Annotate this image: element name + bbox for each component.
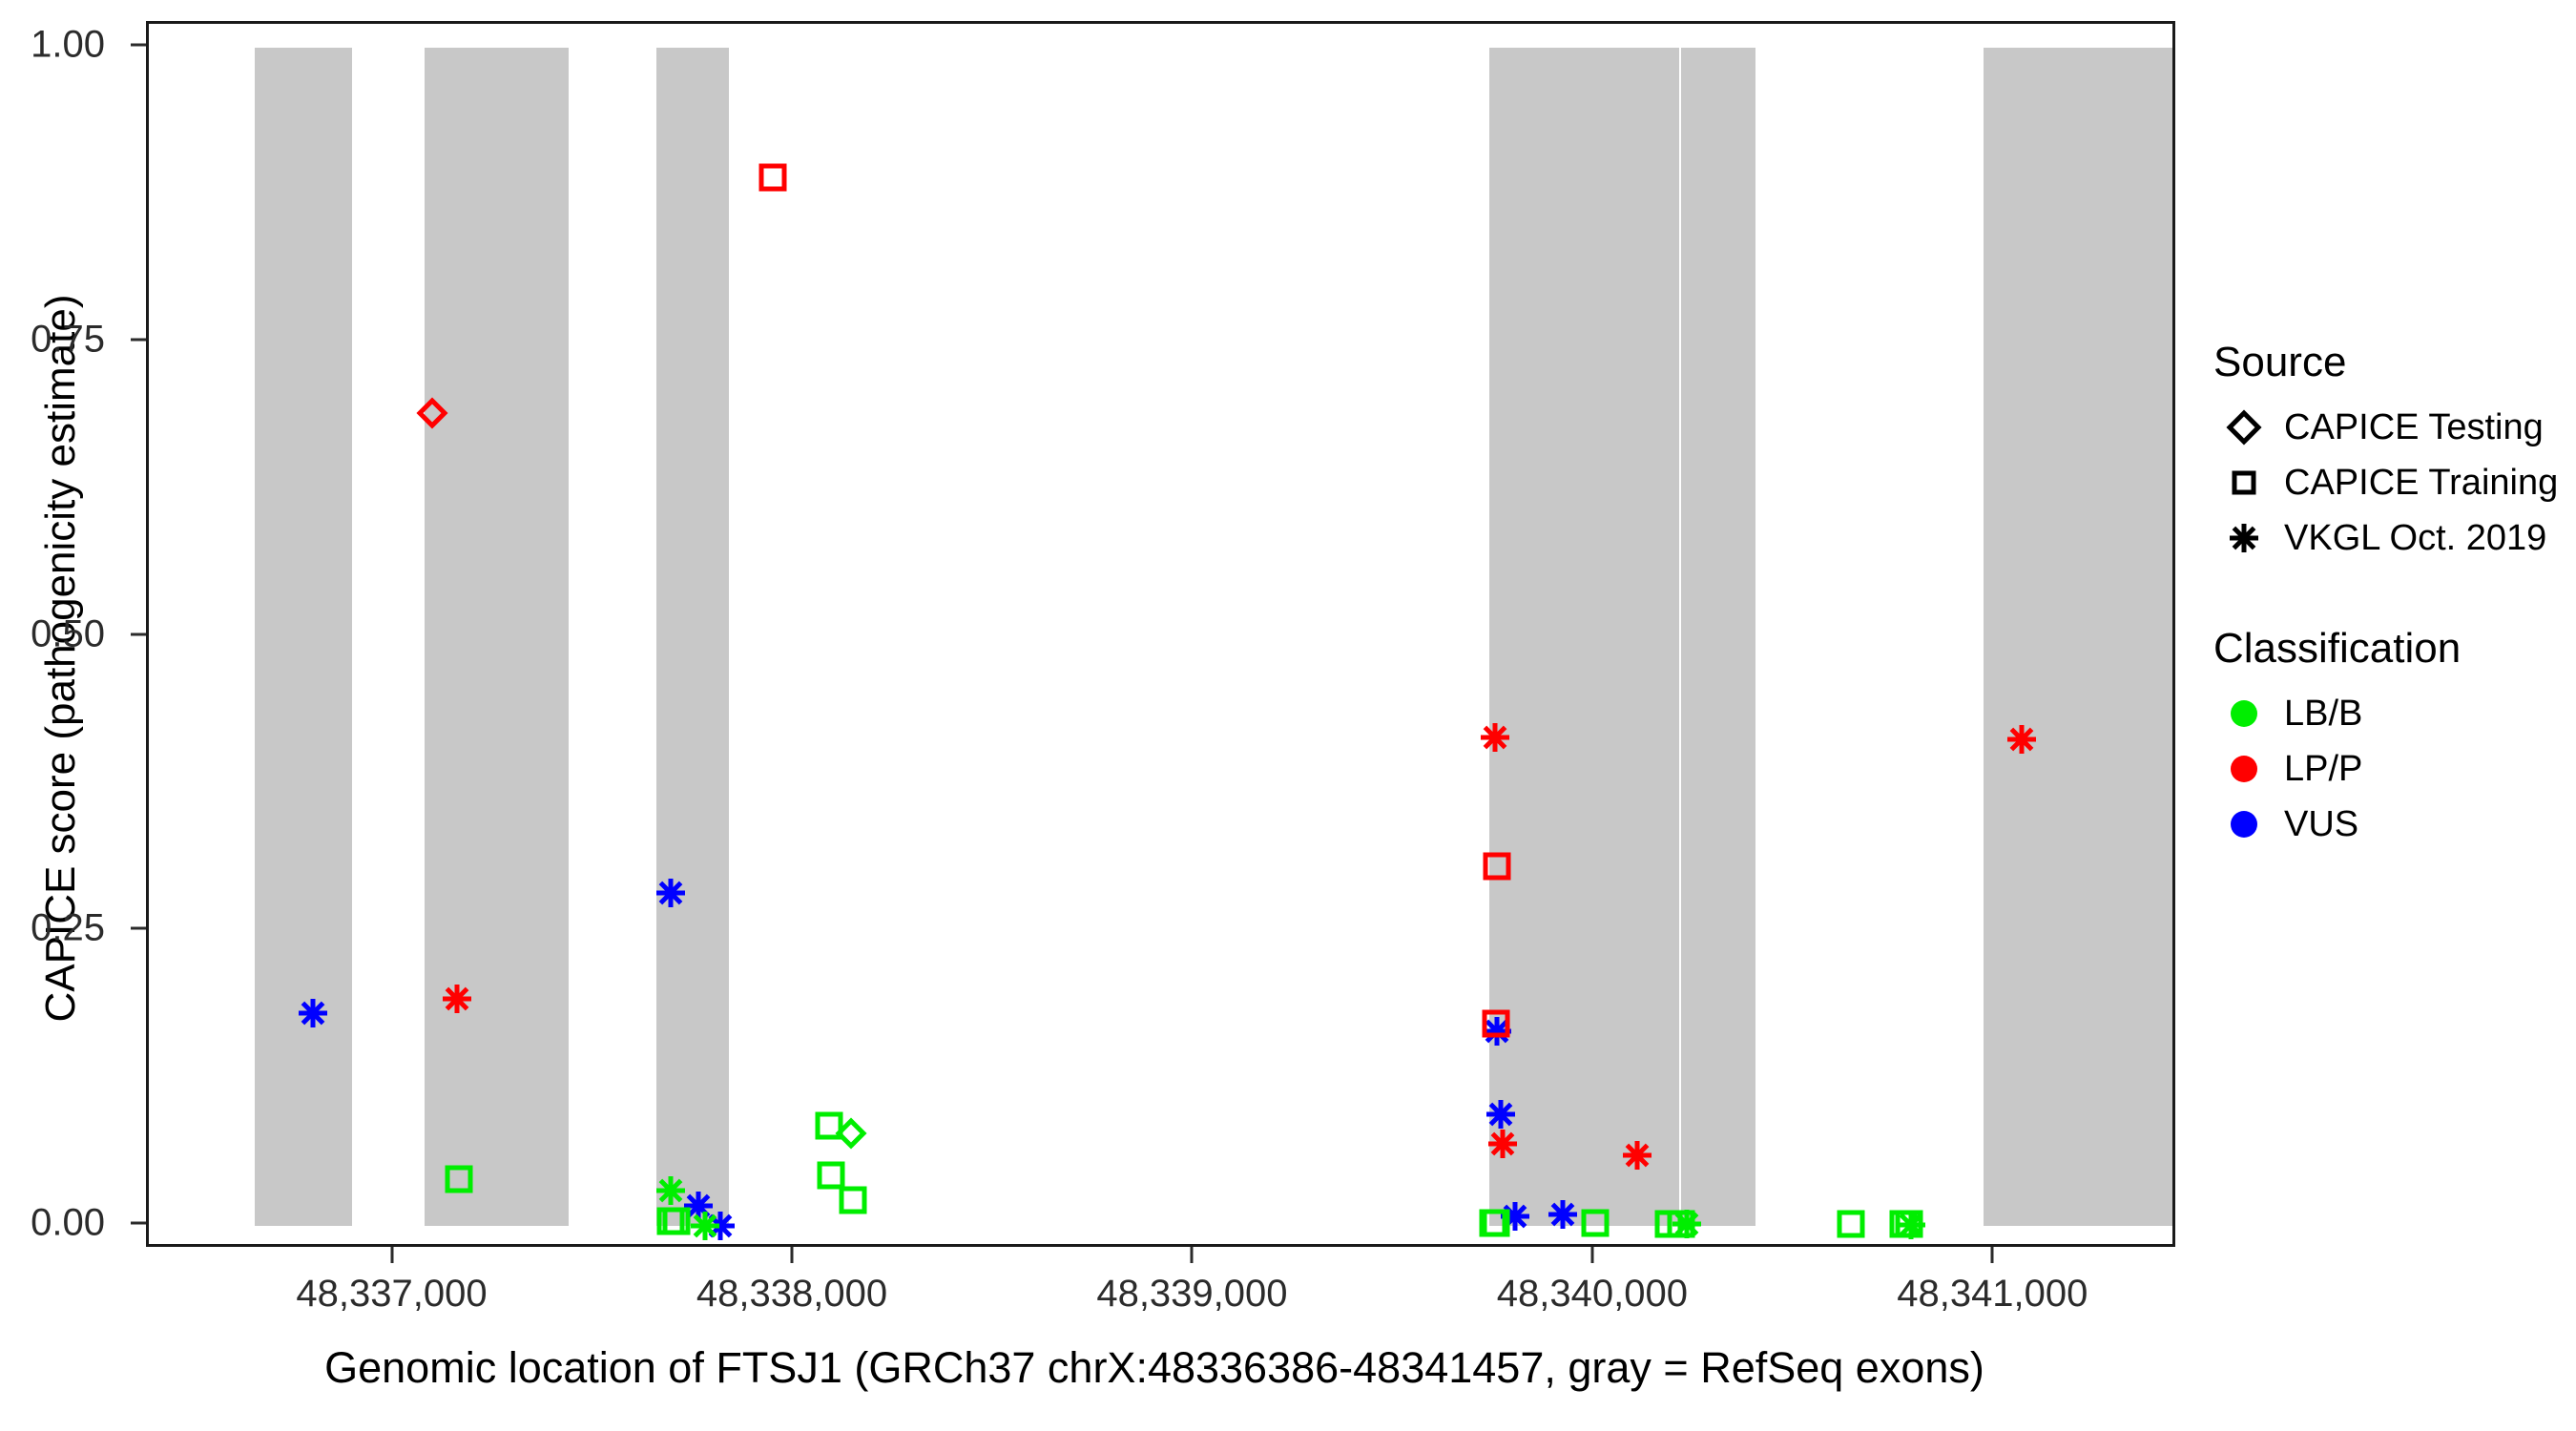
legend-item-source[interactable]: VKGL Oct. 2019 — [2213, 510, 2566, 566]
exon-band — [656, 47, 729, 1227]
y-tick-mark — [131, 633, 146, 635]
legend-label: CAPICE Testing — [2284, 406, 2544, 447]
legend-group-classification: LB/B LP/P VUS — [2213, 686, 2566, 852]
color-dot-icon — [2213, 797, 2275, 852]
plot-area — [149, 24, 2172, 1244]
legend-item-source[interactable]: CAPICE Testing — [2213, 400, 2566, 455]
exon-band — [1983, 47, 2172, 1227]
data-point — [1889, 1210, 1918, 1238]
exon-band — [424, 47, 569, 1227]
data-point — [817, 1161, 845, 1190]
x-tick-mark — [1990, 1247, 1994, 1263]
data-point — [815, 1111, 843, 1140]
y-axis-title: CAPICE score (pathogenicity estimate) — [37, 294, 84, 1023]
color-dot-icon — [2213, 686, 2275, 741]
x-tick-label: 48,339,000 — [1096, 1273, 1288, 1315]
legend: Source CAPICE Testing CAPICE Training VKGL… — [2213, 339, 2566, 852]
legend-item-source[interactable]: CAPICE Training — [2213, 455, 2566, 510]
legend-item-classification[interactable]: LB/B — [2213, 686, 2566, 741]
y-tick-label: 0.75 — [31, 318, 105, 361]
legend-label: LP/P — [2284, 748, 2363, 789]
legend-label: CAPICE Training — [2284, 462, 2559, 503]
plot-panel — [146, 21, 2175, 1247]
x-tick-mark — [1190, 1247, 1194, 1263]
y-tick-label: 1.00 — [31, 23, 105, 66]
x-tick-mark — [390, 1247, 394, 1263]
y-tick-mark — [131, 926, 146, 930]
data-point — [1895, 1209, 1927, 1241]
legend-item-classification[interactable]: VUS — [2213, 797, 2566, 852]
x-tick-label: 48,341,000 — [1897, 1273, 2088, 1315]
legend-label: VUS — [2284, 803, 2359, 844]
square-icon — [2213, 455, 2275, 510]
x-tick-mark — [790, 1247, 794, 1263]
y-tick-label: 0.25 — [31, 906, 105, 949]
asterisk-icon — [2213, 510, 2275, 566]
x-tick-label: 48,337,000 — [296, 1273, 488, 1315]
legend-item-classification[interactable]: LP/P — [2213, 741, 2566, 797]
x-axis-title: Genomic location of FTSJ1 (GRCh37 chrX:4… — [324, 1343, 1984, 1392]
y-tick-mark — [131, 43, 146, 47]
data-point — [1837, 1210, 1865, 1238]
data-point — [758, 163, 787, 192]
legend-title-classification: Classification — [2213, 625, 2462, 672]
x-tick-label: 48,338,000 — [696, 1273, 888, 1315]
x-tick-mark — [1590, 1247, 1594, 1263]
data-point — [1895, 1210, 1923, 1238]
exon-band — [254, 47, 353, 1227]
y-tick-label: 0.50 — [31, 612, 105, 654]
color-dot-icon — [2213, 741, 2275, 797]
legend-group-source: CAPICE Testing CAPICE Training VKGL Oct. 2… — [2213, 400, 2566, 566]
exon-band — [1681, 47, 1755, 1227]
legend-title-source: Source — [2213, 339, 2347, 385]
data-point — [835, 1117, 867, 1150]
x-tick-label: 48,340,000 — [1496, 1273, 1688, 1315]
y-tick-label: 0.00 — [31, 1201, 105, 1244]
data-point — [839, 1186, 867, 1214]
y-tick-mark — [131, 1221, 146, 1225]
exon-band — [1488, 47, 1679, 1227]
y-tick-mark — [131, 338, 146, 342]
legend-label: LB/B — [2284, 693, 2363, 734]
diamond-icon — [2213, 400, 2275, 455]
legend-label: VKGL Oct. 2019 — [2284, 517, 2547, 558]
